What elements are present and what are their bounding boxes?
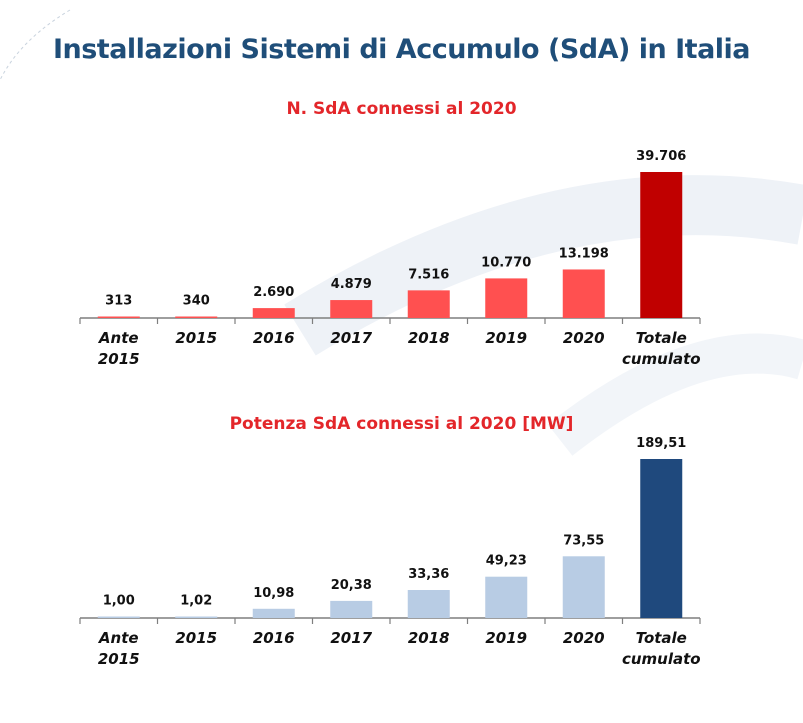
x-tick-label: Ante 2015 bbox=[98, 329, 140, 368]
bar bbox=[562, 269, 605, 318]
x-tick-label: 2019 bbox=[485, 329, 527, 347]
data-label: 7.516 bbox=[408, 267, 449, 282]
data-label: 2.690 bbox=[253, 285, 294, 300]
x-tick-label: 2020 bbox=[563, 629, 605, 647]
bar bbox=[252, 608, 295, 618]
x-tick-label: 2015 bbox=[175, 629, 217, 647]
bar bbox=[175, 616, 218, 618]
data-label: 313 bbox=[105, 294, 132, 309]
bar bbox=[175, 316, 218, 318]
x-tick-label: Totale cumulato bbox=[622, 329, 701, 368]
bar bbox=[640, 459, 683, 618]
bar bbox=[97, 316, 140, 318]
x-tick-label: 2017 bbox=[330, 329, 372, 347]
chart-title-power: Potenza SdA connessi al 2020 [MW] bbox=[229, 414, 574, 434]
bar-chart-count: 313 Ante 2015 340 2015 2.690 2016 4.879 2017 7.51… bbox=[79, 149, 701, 368]
bar-chart-power: 1,00 Ante 2015 1,02 2015 10,98 2016 20,38 2017 33… bbox=[79, 436, 701, 668]
data-label: 20,38 bbox=[331, 578, 372, 593]
bar bbox=[252, 308, 295, 318]
chart-title-count: N. SdA connessi al 2020 bbox=[286, 99, 517, 119]
x-tick-label: 2020 bbox=[563, 329, 605, 347]
x-tick-label: 2016 bbox=[253, 329, 295, 347]
bar bbox=[407, 590, 450, 618]
x-tick-label: 2017 bbox=[330, 629, 372, 647]
bar bbox=[640, 172, 683, 318]
bar bbox=[330, 600, 373, 618]
x-tick-label: 2019 bbox=[485, 629, 527, 647]
data-label: 10,98 bbox=[253, 586, 294, 601]
x-tick-label: Ante 2015 bbox=[98, 629, 140, 668]
data-label: 4.879 bbox=[331, 277, 372, 292]
data-label: 189,51 bbox=[636, 436, 686, 451]
data-label: 1,02 bbox=[180, 594, 212, 609]
bar bbox=[97, 616, 140, 618]
data-label: 39.706 bbox=[636, 149, 686, 164]
data-label: 10.770 bbox=[481, 255, 531, 270]
x-tick-label: 2018 bbox=[408, 629, 450, 647]
bar bbox=[485, 278, 528, 318]
data-label: 49,23 bbox=[486, 554, 527, 569]
bar bbox=[485, 576, 528, 618]
x-tick-label: Totale cumulato bbox=[622, 629, 701, 668]
x-tick-label: 2018 bbox=[408, 329, 450, 347]
data-label: 340 bbox=[183, 294, 210, 309]
data-label: 33,36 bbox=[408, 567, 449, 582]
data-label: 73,55 bbox=[563, 533, 604, 548]
x-tick-label: 2015 bbox=[175, 329, 217, 347]
data-label: 13.198 bbox=[559, 246, 609, 261]
bar bbox=[407, 290, 450, 318]
bar bbox=[562, 556, 605, 618]
page-title: Installazioni Sistemi di Accumulo (SdA) … bbox=[52, 34, 751, 65]
bar bbox=[330, 300, 373, 318]
data-label: 1,00 bbox=[103, 594, 135, 609]
x-tick-label: 2016 bbox=[253, 629, 295, 647]
